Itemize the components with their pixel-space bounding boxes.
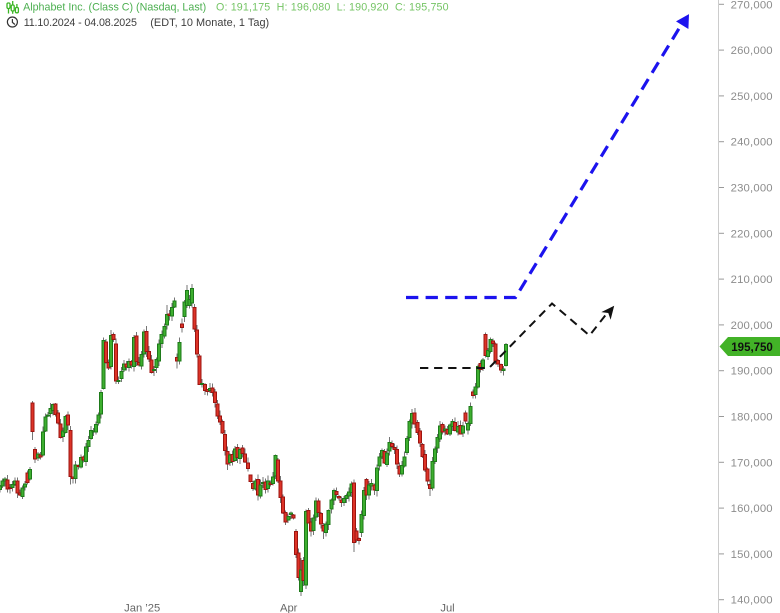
svg-text:190,000: 190,000 [731, 366, 773, 378]
svg-text:200,000: 200,000 [731, 320, 773, 332]
svg-text:210,000: 210,000 [731, 274, 773, 286]
svg-text:160,000: 160,000 [731, 503, 773, 515]
svg-text:Jul: Jul [440, 603, 454, 613]
svg-text:230,000: 230,000 [731, 183, 773, 195]
svg-text:270,000: 270,000 [731, 0, 773, 11]
svg-text:O: 191,175 H: 196,080 L: 190: O: 191,175 H: 196,080 L: 190,920 C: 195,… [216, 1, 449, 13]
svg-text:(EDT, 10 Monate, 1 Tag): (EDT, 10 Monate, 1 Tag) [150, 17, 269, 29]
svg-text:Apr: Apr [280, 603, 298, 613]
svg-text:170,000: 170,000 [731, 457, 773, 469]
svg-text:11.10.2024 - 04.08.2025: 11.10.2024 - 04.08.2025 [24, 17, 137, 29]
svg-text:Alphabet Inc. (Class C) (Nasda: Alphabet Inc. (Class C) (Nasdaq, Last) [23, 1, 206, 13]
svg-text:250,000: 250,000 [731, 91, 773, 103]
svg-text:150,000: 150,000 [731, 549, 773, 561]
svg-text:Jan ’25: Jan ’25 [124, 603, 160, 613]
svg-text:180,000: 180,000 [731, 412, 773, 424]
svg-text:195,750: 195,750 [731, 342, 773, 354]
svg-text:140,000: 140,000 [731, 595, 773, 607]
svg-text:220,000: 220,000 [731, 228, 773, 240]
svg-text:240,000: 240,000 [731, 137, 773, 149]
svg-text:260,000: 260,000 [731, 45, 773, 57]
